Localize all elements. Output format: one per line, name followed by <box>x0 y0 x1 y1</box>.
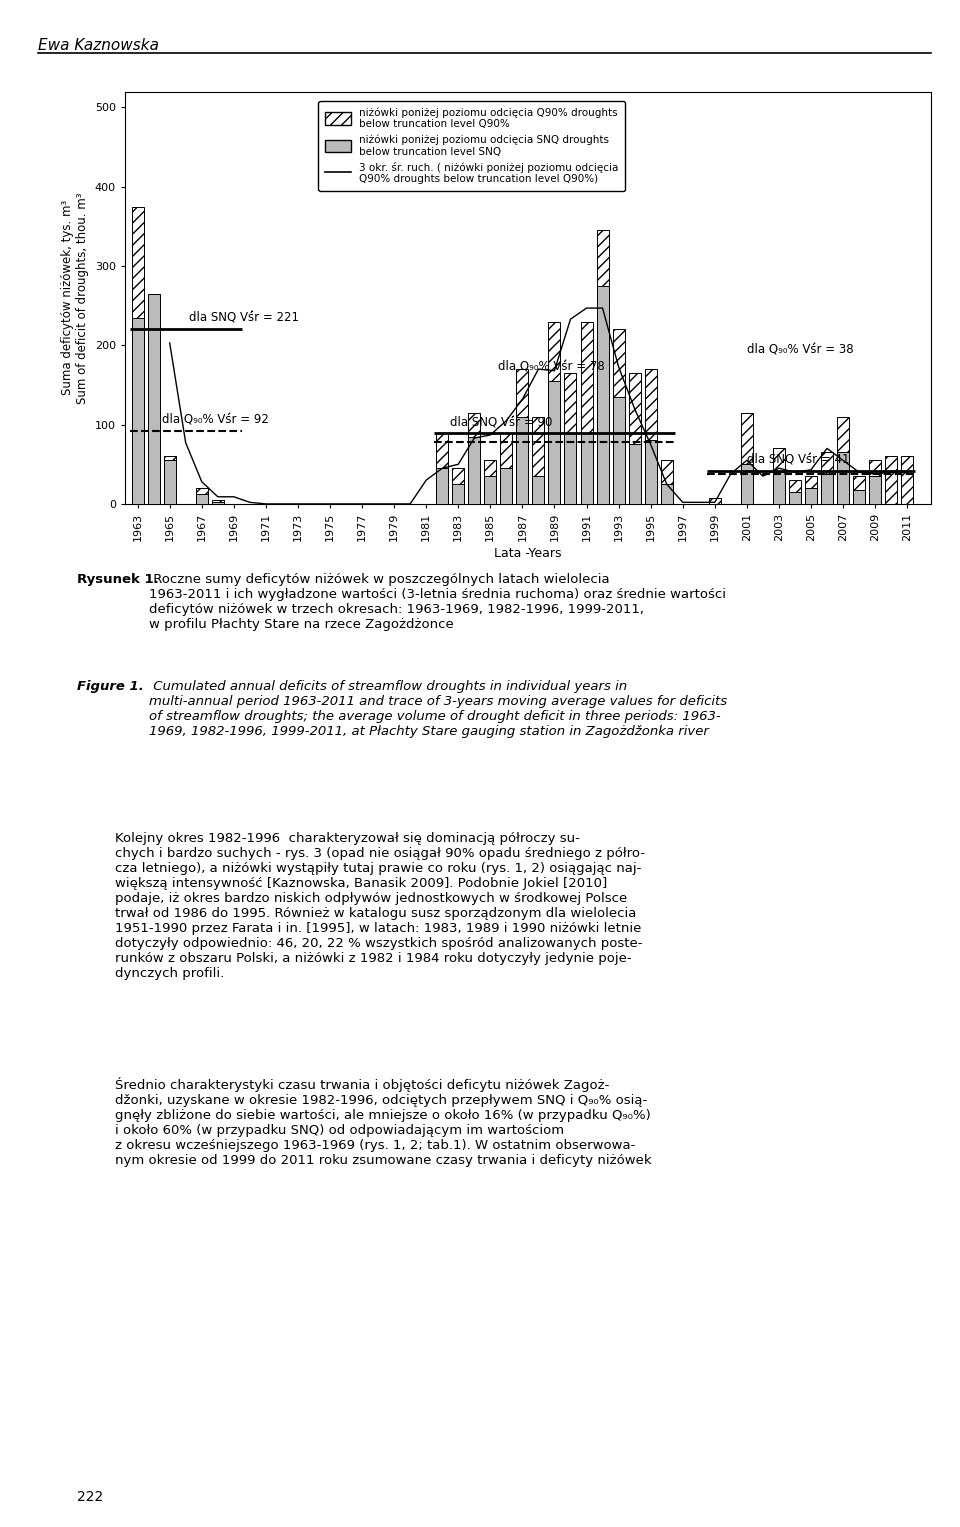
Bar <box>804 489 817 504</box>
Bar <box>773 472 785 504</box>
Bar <box>853 490 865 504</box>
Bar <box>212 502 224 504</box>
Bar <box>548 322 561 504</box>
Bar <box>484 476 496 504</box>
Bar <box>516 417 528 504</box>
Text: 222: 222 <box>77 1490 103 1504</box>
Bar <box>548 382 561 504</box>
Bar <box>132 318 144 504</box>
Text: dla SNQ Vś́r = 90: dla SNQ Vś́r = 90 <box>450 417 553 429</box>
Bar <box>596 231 609 504</box>
Bar <box>468 412 480 504</box>
Text: dla SNQ Vś́r = 221: dla SNQ Vś́r = 221 <box>189 312 299 325</box>
Bar <box>708 498 721 504</box>
Bar <box>163 460 176 504</box>
Bar <box>148 293 159 504</box>
Bar <box>452 484 465 504</box>
Bar <box>885 457 898 504</box>
Bar <box>533 417 544 504</box>
Bar <box>581 322 592 504</box>
Bar <box>436 432 448 504</box>
Text: dla Q₉₀% Vś́r = 92: dla Q₉₀% Vś́r = 92 <box>161 414 269 426</box>
Bar <box>869 476 881 504</box>
Bar <box>484 460 496 504</box>
Bar <box>804 476 817 504</box>
Text: dla Q₉₀% Vś́r = 38: dla Q₉₀% Vś́r = 38 <box>747 344 853 356</box>
Bar <box>821 473 833 504</box>
Bar <box>644 440 657 504</box>
X-axis label: Lata -Years: Lata -Years <box>494 547 562 560</box>
Text: Figure 1.: Figure 1. <box>77 680 144 693</box>
Bar <box>837 417 849 504</box>
Bar <box>196 489 207 504</box>
Bar <box>660 460 673 504</box>
Bar <box>612 330 625 504</box>
Bar <box>629 444 640 504</box>
Text: Ewa Kaznowska: Ewa Kaznowska <box>38 38 159 53</box>
Bar <box>500 469 513 504</box>
Bar <box>741 412 753 504</box>
Bar <box>789 479 801 504</box>
Text: dla SNQ Vś́r = 41: dla SNQ Vś́r = 41 <box>747 454 850 467</box>
Bar <box>612 397 625 504</box>
Bar <box>468 437 480 504</box>
Bar <box>581 432 592 504</box>
Bar <box>132 206 144 504</box>
Bar <box>163 457 176 504</box>
Bar <box>452 469 465 504</box>
Bar <box>516 370 528 504</box>
Bar <box>660 484 673 504</box>
Bar <box>773 449 785 504</box>
Bar <box>212 499 224 504</box>
Text: Średnio charakterystyki czasu trwania i objętości deficytu niżówek Zagoż-
džonki: Średnio charakterystyki czasu trwania i … <box>115 1077 652 1167</box>
Bar <box>629 373 640 504</box>
Bar <box>436 469 448 504</box>
Text: Rysunek 1.: Rysunek 1. <box>77 573 158 586</box>
Bar <box>821 452 833 504</box>
Bar <box>741 464 753 504</box>
Text: dla Q₉₀% Vś́r = 78: dla Q₉₀% Vś́r = 78 <box>498 360 605 373</box>
Bar <box>789 492 801 504</box>
Bar <box>869 460 881 504</box>
Bar <box>500 432 513 504</box>
Bar <box>533 476 544 504</box>
Bar <box>148 365 159 504</box>
Bar <box>837 452 849 504</box>
Bar <box>644 370 657 504</box>
Text: Kolejny okres 1982-1996  charakteryzował się dominacją półroczy su-
chych i bard: Kolejny okres 1982-1996 charakteryzował … <box>115 832 645 980</box>
Y-axis label: Suma deficytów niżówek, tys. m³
Sum of deficit of droughts, thou. m³: Suma deficytów niżówek, tys. m³ Sum of d… <box>61 192 89 403</box>
Bar <box>564 432 577 504</box>
Bar <box>853 476 865 504</box>
Text: Roczne sumy deficytów niżówek w poszczególnych latach wielolecia
1963-2011 i ich: Roczne sumy deficytów niżówek w poszczeg… <box>149 573 726 631</box>
Legend: niżówki poniżej poziomu odcięcia Q90% droughts
below truncation level Q90%, niżó: niżówki poniżej poziomu odcięcia Q90% dr… <box>319 101 625 191</box>
Bar <box>901 457 913 504</box>
Bar <box>564 373 577 504</box>
Bar <box>196 495 207 504</box>
Bar <box>596 286 609 504</box>
Text: Cumulated annual deficits of streamflow droughts in individual years in
multi-an: Cumulated annual deficits of streamflow … <box>149 680 727 738</box>
